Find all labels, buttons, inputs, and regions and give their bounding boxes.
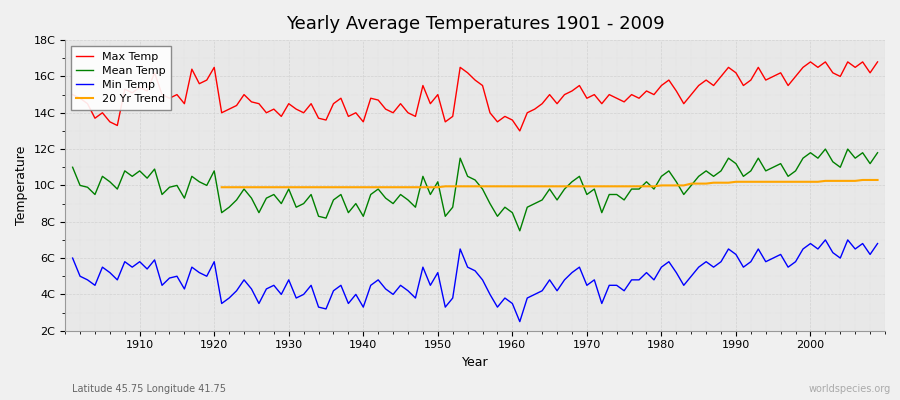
Mean Temp	[500, 205, 510, 210]
Max Temp	[806, 60, 816, 64]
Max Temp	[500, 114, 510, 119]
Max Temp	[127, 90, 138, 95]
20 Yr Trend	[872, 178, 883, 182]
20 Yr Trend	[216, 185, 227, 190]
Mean Temp	[820, 147, 831, 152]
20 Yr Trend	[797, 179, 808, 184]
Min Temp	[68, 256, 78, 260]
20 Yr Trend	[298, 185, 309, 190]
Min Temp	[291, 296, 302, 300]
Min Temp	[500, 296, 510, 300]
Max Temp	[507, 118, 517, 122]
Max Temp	[872, 60, 883, 64]
Title: Yearly Average Temperatures 1901 - 2009: Yearly Average Temperatures 1901 - 2009	[286, 15, 664, 33]
20 Yr Trend	[284, 185, 294, 190]
X-axis label: Year: Year	[462, 356, 489, 369]
Mean Temp	[507, 210, 517, 215]
20 Yr Trend	[857, 178, 868, 182]
Max Temp	[604, 92, 615, 97]
Min Temp	[872, 241, 883, 246]
Mean Temp	[604, 192, 615, 197]
Min Temp	[515, 319, 526, 324]
Mean Temp	[336, 192, 346, 197]
Max Temp	[515, 128, 526, 133]
Max Temp	[336, 96, 346, 101]
Max Temp	[68, 92, 78, 97]
Min Temp	[336, 283, 346, 288]
Mean Temp	[291, 205, 302, 210]
Line: Min Temp: Min Temp	[73, 240, 878, 322]
Text: Latitude 45.75 Longitude 41.75: Latitude 45.75 Longitude 41.75	[72, 384, 226, 394]
Min Temp	[820, 238, 831, 242]
Min Temp	[507, 301, 517, 306]
Line: Max Temp: Max Temp	[73, 62, 878, 131]
Line: 20 Yr Trend: 20 Yr Trend	[221, 180, 878, 187]
Text: worldspecies.org: worldspecies.org	[809, 384, 891, 394]
Mean Temp	[68, 165, 78, 170]
Min Temp	[604, 283, 615, 288]
Mean Temp	[872, 150, 883, 155]
20 Yr Trend	[552, 184, 562, 189]
Mean Temp	[515, 228, 526, 233]
Y-axis label: Temperature: Temperature	[15, 146, 28, 225]
Max Temp	[291, 107, 302, 112]
Legend: Max Temp, Mean Temp, Min Temp, 20 Yr Trend: Max Temp, Mean Temp, Min Temp, 20 Yr Tre…	[71, 46, 171, 110]
Line: Mean Temp: Mean Temp	[73, 149, 878, 231]
Min Temp	[127, 265, 138, 270]
20 Yr Trend	[350, 185, 361, 190]
Mean Temp	[127, 174, 138, 179]
20 Yr Trend	[470, 184, 481, 189]
